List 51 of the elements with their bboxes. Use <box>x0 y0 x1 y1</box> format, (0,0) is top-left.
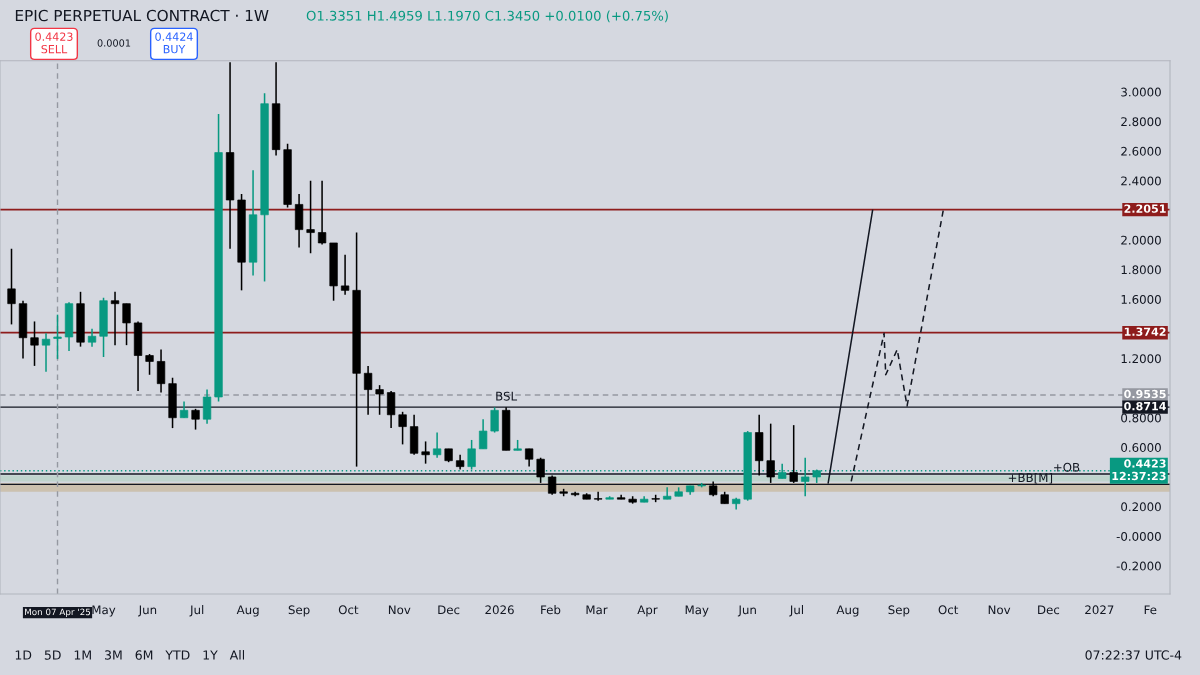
y-tick-label: 3.0000 <box>1121 87 1161 97</box>
x-tick-label: Jun <box>138 605 157 617</box>
x-tick-label: Sep <box>888 605 910 617</box>
y-tick-label: 0.8000 <box>1121 413 1161 423</box>
x-tick-label: Apr <box>637 605 658 617</box>
text: 0.4424 BUY <box>155 32 193 54</box>
y-tick-label: 2.4000 <box>1121 176 1161 186</box>
ref-line-label: 2.2051 <box>1124 204 1166 213</box>
x-tick-label: 2027 <box>1085 605 1114 615</box>
y-tick-label: 1.2000 <box>1121 354 1161 364</box>
x-tick-label: Feb <box>541 605 561 615</box>
y-tick-label: 2.8000 <box>1121 117 1161 127</box>
x-tick-label: Oct <box>338 605 359 615</box>
y-tick-label: -0.2000 <box>1116 561 1161 571</box>
ref-line-label: Mon 07 Apr '25 <box>25 608 91 617</box>
x-tick-label: Jul <box>789 605 803 617</box>
x-tick-label: Dec <box>438 605 460 615</box>
text: 0.4423 SELL <box>35 32 73 54</box>
y-tick-label: 0.2000 <box>1121 502 1161 512</box>
text: O1.3351 H1.4959 L1.1970 C1.3450 +0.0100 (+0.75%) <box>306 10 668 23</box>
x-tick-label: Dec <box>1038 605 1060 615</box>
x-tick-label: Mar <box>586 605 608 615</box>
y-tick-label: 2.0000 <box>1121 235 1161 245</box>
y-tick-label: 0.6000 <box>1121 443 1161 453</box>
ref-line-label: 0.9535 <box>1124 389 1166 399</box>
x-tick-label: Jul <box>189 605 204 617</box>
y-tick-label: 1.8000 <box>1121 265 1161 275</box>
x-tick-label: Nov <box>388 605 411 615</box>
y-tick-label: 1.6000 <box>1121 294 1161 304</box>
x-tick-label: Sep <box>288 605 310 617</box>
text: 0.0001 <box>97 39 131 47</box>
x-tick-label: Nov <box>988 605 1011 615</box>
x-tick-label: Fe <box>1144 605 1157 615</box>
ref-line-label: 1.3742 <box>1124 327 1166 336</box>
y-tick-label: -0.0000 <box>1116 531 1161 541</box>
x-tick-label: May <box>92 605 116 617</box>
annotation: +BB[M] <box>1008 472 1053 484</box>
x-tick-label: Oct <box>938 605 959 615</box>
x-tick-label: Aug <box>836 605 859 617</box>
annotation: BSL <box>496 391 518 401</box>
y-tick-label: 2.6000 <box>1121 146 1161 156</box>
x-tick-label: May <box>685 605 709 617</box>
ref-line-label: 0.8714 <box>1124 401 1166 411</box>
text: 07:22:37 UTC-4 <box>1085 650 1182 660</box>
chart-title: EPIC PERPETUAL CONTRACT · 1W <box>15 9 269 22</box>
x-tick-label: Jun <box>737 605 756 617</box>
x-tick-label: Aug <box>236 605 259 617</box>
annotation: +OB <box>1054 462 1080 472</box>
x-tick-label: 2026 <box>485 605 514 615</box>
ref-line-label: 0.4423 12:37:23 <box>1112 459 1166 481</box>
text: 1D 5D 1M 3M 6M YTD 1Y All <box>15 650 245 660</box>
